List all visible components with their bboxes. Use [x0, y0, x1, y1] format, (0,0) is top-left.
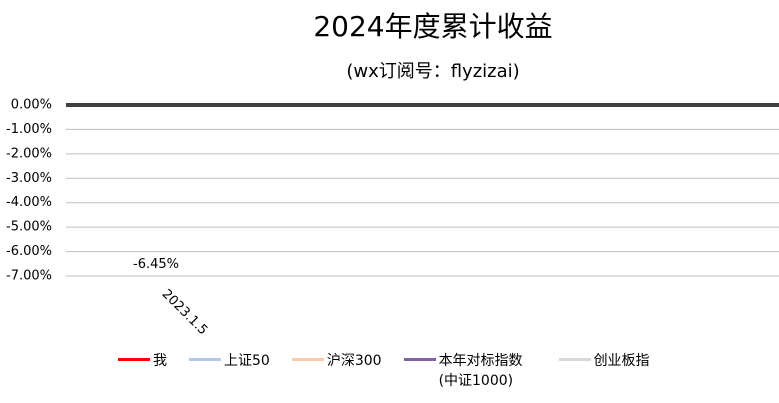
- y-tick-label: -5.00%: [6, 220, 52, 235]
- y-tick-label: 0.00%: [11, 98, 52, 113]
- legend-item: 沪深300: [291, 350, 382, 390]
- data-label: -6.45%: [133, 257, 179, 272]
- y-tick-label: -1.00%: [6, 122, 52, 137]
- legend-item: 本年对标指数(中证1000): [403, 350, 537, 390]
- legend-label: 本年对标指数(中证1000): [438, 353, 523, 389]
- legend-label: 创业板指: [593, 353, 650, 369]
- legend: 我 上证50 沪深300 本年对标指数(中证1000) 创业板指: [118, 350, 672, 390]
- legend-swatch: [189, 358, 221, 361]
- legend-item: 创业板指: [558, 350, 650, 390]
- x-tick-label: 2023.1.5: [159, 287, 211, 339]
- y-tick-label: -4.00%: [6, 195, 52, 210]
- legend-swatch: [558, 358, 591, 361]
- chart-title: 2024年度累计收益: [313, 10, 552, 43]
- legend-swatch: [118, 358, 150, 361]
- y-tick-label: -6.00%: [6, 244, 52, 259]
- y-tick-label: -2.00%: [6, 146, 52, 161]
- legend-label: 我: [153, 353, 167, 369]
- legend-label: 上证50: [224, 353, 270, 369]
- legend-item: 上证50: [189, 350, 270, 390]
- chart-subtitle: (wx订阅号：flyzizai): [346, 61, 519, 82]
- y-tick-label: -3.00%: [6, 171, 52, 186]
- legend-swatch: [291, 358, 324, 361]
- legend-item: 我: [118, 350, 167, 390]
- legend-label: 沪深300: [326, 353, 382, 369]
- legend-swatch: [403, 358, 436, 361]
- y-tick-label: -7.00%: [6, 269, 52, 284]
